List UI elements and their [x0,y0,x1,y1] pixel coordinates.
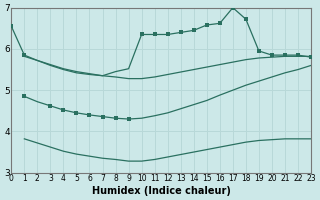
X-axis label: Humidex (Indice chaleur): Humidex (Indice chaleur) [92,186,231,196]
